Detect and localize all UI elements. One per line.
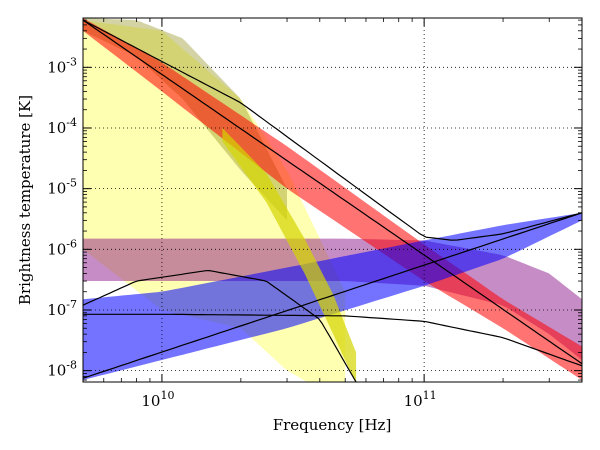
- series-line-2: [83, 19, 582, 241]
- series-line-1: [83, 313, 582, 367]
- band-3: [83, 18, 582, 380]
- band-5: [222, 128, 357, 382]
- grid: [83, 18, 582, 382]
- series-line-0: [83, 269, 357, 382]
- series-line-3: [83, 19, 582, 365]
- y-axis-title: Brightness temperature [K]: [16, 95, 34, 305]
- y-tick-label-3: 10-5: [47, 177, 77, 198]
- data-bands: [83, 18, 582, 382]
- data-lines: [83, 19, 582, 382]
- plot-frame: [82, 17, 583, 383]
- y-tick-label-5: 10-3: [47, 55, 77, 76]
- x-tick-label-1: 1011: [404, 389, 437, 410]
- y-tick-label-2: 10-6: [47, 237, 77, 258]
- series-line-4: [83, 212, 582, 379]
- y-tick-label-1: 10-7: [47, 298, 77, 319]
- y-tick-label-4: 10-4: [47, 116, 77, 137]
- y-tick-label-0: 10-8: [47, 359, 77, 380]
- axis-ticks: 1010 1011 10-8 10-7 10-6 10-5 10-4 10-3: [47, 18, 583, 410]
- x-axis-title: Frequency [Hz]: [273, 416, 392, 434]
- x-tick-label-0: 1010: [141, 389, 174, 410]
